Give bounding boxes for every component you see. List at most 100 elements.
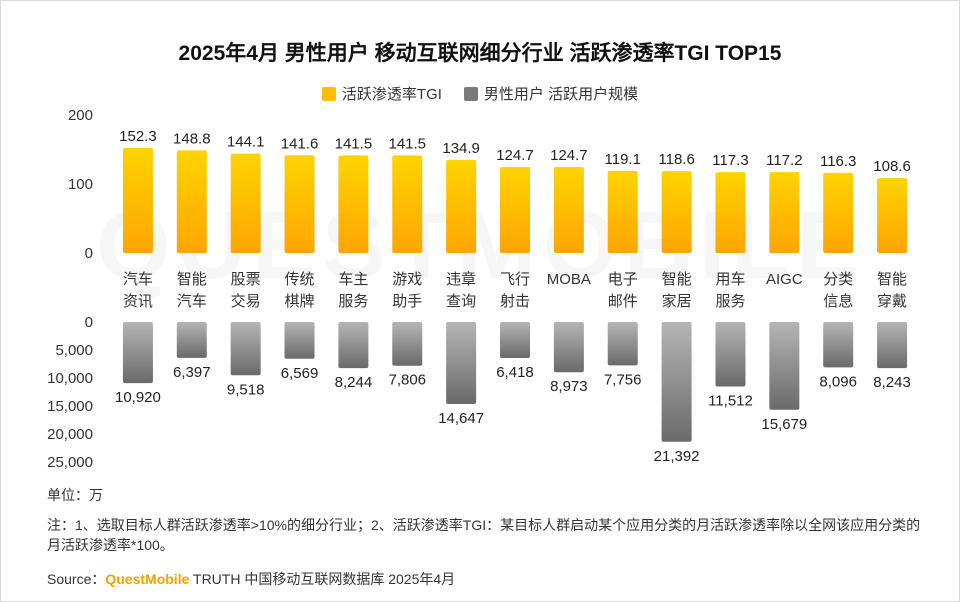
category-label-line: 汽车 — [177, 293, 207, 310]
tgi-value-label: 116.3 — [820, 153, 856, 170]
category-label: 智能汽车 — [177, 270, 207, 310]
users-value-label: 6,569 — [281, 365, 319, 382]
category-label-line: 服务 — [338, 293, 368, 310]
tgi-bar — [230, 153, 261, 253]
tgi-bars: 152.3 148.8 144.1 141.6 141.5 141.5 134.9 124.7… — [119, 128, 911, 253]
users-y-tick: 15,000 — [47, 398, 93, 415]
tgi-bar — [877, 178, 908, 253]
users-bar — [446, 322, 477, 405]
chart-svg: 0 100 200 152.3 148.8 144.1 141.6 141.5 141.5 13… — [47, 107, 911, 471]
category-label-line: 智能 — [877, 270, 907, 288]
users-y-axis: 0 5,000 10,000 15,000 20,000 25,000 — [47, 314, 93, 471]
tgi-bar — [176, 150, 207, 253]
category-label-line: 信息 — [823, 293, 853, 310]
users-bar — [392, 322, 423, 366]
legend-item-tgi[interactable]: 活跃渗透率TGI — [321, 83, 442, 104]
category-label: 违章查询 — [446, 270, 476, 310]
category-label-line: 穿戴 — [877, 293, 907, 310]
tgi-value-label: 148.8 — [173, 130, 211, 147]
category-label: MOBA — [547, 271, 591, 288]
tgi-bar — [446, 159, 477, 253]
category-label-line: AIGC — [766, 271, 803, 288]
users-y-tick: 0 — [85, 314, 93, 331]
category-label: 汽车资讯 — [123, 271, 153, 310]
users-bar — [661, 322, 692, 442]
users-value-label: 15,679 — [761, 416, 807, 433]
users-bar — [769, 322, 800, 410]
category-label-line: 股票 — [231, 271, 261, 288]
tgi-bar — [661, 171, 692, 253]
users-y-tick: 25,000 — [47, 454, 93, 471]
tgi-bar — [715, 172, 746, 253]
users-value-label: 8,973 — [550, 378, 588, 395]
users-bar — [230, 322, 261, 376]
users-bar — [284, 322, 315, 359]
category-label: AIGC — [766, 271, 803, 288]
users-bar — [877, 322, 908, 369]
category-label-line: 车主 — [338, 271, 368, 288]
users-value-label: 6,418 — [496, 364, 534, 381]
tgi-value-label: 117.3 — [712, 152, 748, 169]
tgi-value-label: 141.5 — [388, 135, 426, 152]
category-label: 车主服务 — [338, 271, 368, 310]
tgi-bar — [284, 155, 315, 253]
tgi-value-label: 124.7 — [550, 147, 588, 164]
users-value-label: 11,512 — [708, 392, 753, 409]
category-label-line: 查询 — [446, 293, 476, 310]
category-label-line: 棋牌 — [285, 293, 315, 310]
category-label-line: 飞行 — [500, 271, 530, 288]
category-label: 游戏助手 — [392, 271, 422, 310]
category-label-line: 服务 — [715, 293, 745, 310]
users-y-tick: 5,000 — [55, 342, 93, 359]
category-label-line: 助手 — [392, 293, 422, 310]
footnote: 注：1、选取目标人群活跃渗透率>10%的细分行业；2、活跃渗透率TGI：某目标人… — [47, 517, 921, 553]
tgi-value-label: 117.2 — [766, 152, 802, 169]
category-label-line: 资讯 — [123, 293, 153, 310]
tgi-value-label: 134.9 — [442, 140, 480, 157]
users-value-label: 14,647 — [438, 410, 484, 427]
users-value-label: 8,243 — [873, 374, 911, 391]
users-bar — [338, 322, 369, 369]
tgi-bar — [500, 166, 530, 253]
unit-label: 单位：万 — [47, 487, 103, 503]
category-label: 智能穿戴 — [877, 270, 907, 310]
legend-label-tgi: 活跃渗透率TGI — [341, 86, 442, 103]
category-label: 用车服务 — [715, 271, 745, 310]
users-bar — [122, 322, 153, 384]
users-bar — [500, 322, 530, 358]
users-value-label: 8,244 — [335, 374, 373, 391]
users-y-tick: 20,000 — [47, 426, 93, 443]
users-bar — [176, 322, 207, 358]
tgi-y-axis: 0 100 200 — [68, 107, 93, 262]
tgi-value-label: 119.1 — [605, 151, 641, 168]
category-label: 分类信息 — [823, 271, 853, 310]
category-label: 传统棋牌 — [285, 271, 315, 310]
category-label-line: 交易 — [231, 292, 261, 310]
source-suffix: TRUTH 中国移动互联网数据库 2025年4月 — [189, 571, 456, 587]
source-prefix: Source： — [47, 571, 106, 587]
category-label-line: 射击 — [500, 293, 530, 310]
tgi-y-tick: 0 — [85, 245, 93, 262]
tgi-bar — [392, 155, 423, 253]
category-label-line: 分类 — [823, 271, 853, 288]
category-label-line: 家居 — [662, 293, 692, 310]
category-label: 飞行射击 — [500, 271, 530, 310]
tgi-bar — [823, 172, 854, 253]
tgi-value-label: 118.6 — [658, 151, 694, 168]
category-label: 股票交易 — [231, 271, 261, 310]
users-bar — [715, 322, 746, 387]
legend-item-users[interactable]: 男性用户 活跃用户规模 — [463, 83, 638, 104]
legend: 活跃渗透率TGI 男性用户 活跃用户规模 — [1, 83, 959, 104]
source-brand: QuestMobile — [105, 571, 190, 587]
users-y-tick: 10,000 — [47, 370, 93, 387]
tgi-value-label: 141.5 — [335, 135, 373, 152]
users-value-label: 6,397 — [173, 364, 211, 381]
category-label: 智能家居 — [662, 270, 692, 310]
users-bar — [823, 322, 854, 368]
category-label-line: 违章 — [446, 270, 476, 288]
category-label-line: 智能 — [177, 270, 207, 288]
users-value-label: 7,806 — [388, 372, 426, 389]
tgi-value-label: 144.1 — [227, 134, 265, 151]
tgi-value-label: 141.6 — [281, 135, 319, 152]
